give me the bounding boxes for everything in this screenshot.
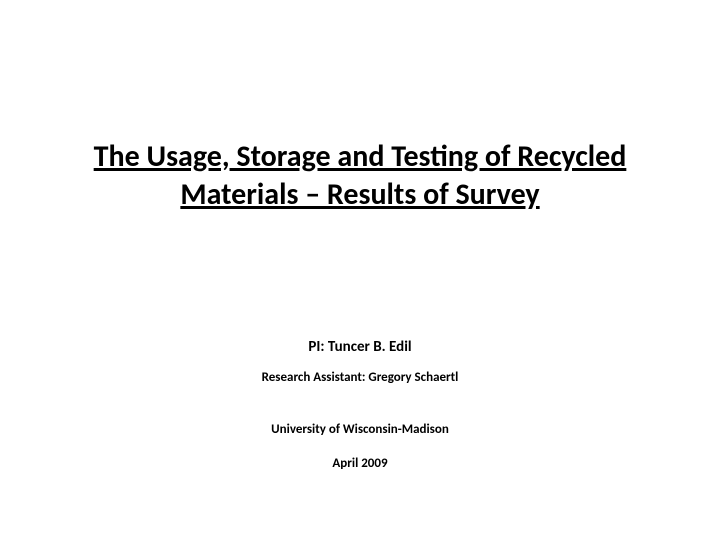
research-assistant: Research Assistant: Gregory Schaertl bbox=[0, 370, 720, 385]
university-affiliation: University of Wisconsin-Madison bbox=[0, 422, 720, 437]
slide-title-page: The Usage, Storage and Testing of Recycl… bbox=[0, 0, 720, 540]
principal-investigator: PI: Tuncer B. Edil bbox=[0, 338, 720, 356]
presentation-date: April 2009 bbox=[0, 456, 720, 471]
slide-title: The Usage, Storage and Testing of Recycl… bbox=[0, 138, 720, 213]
